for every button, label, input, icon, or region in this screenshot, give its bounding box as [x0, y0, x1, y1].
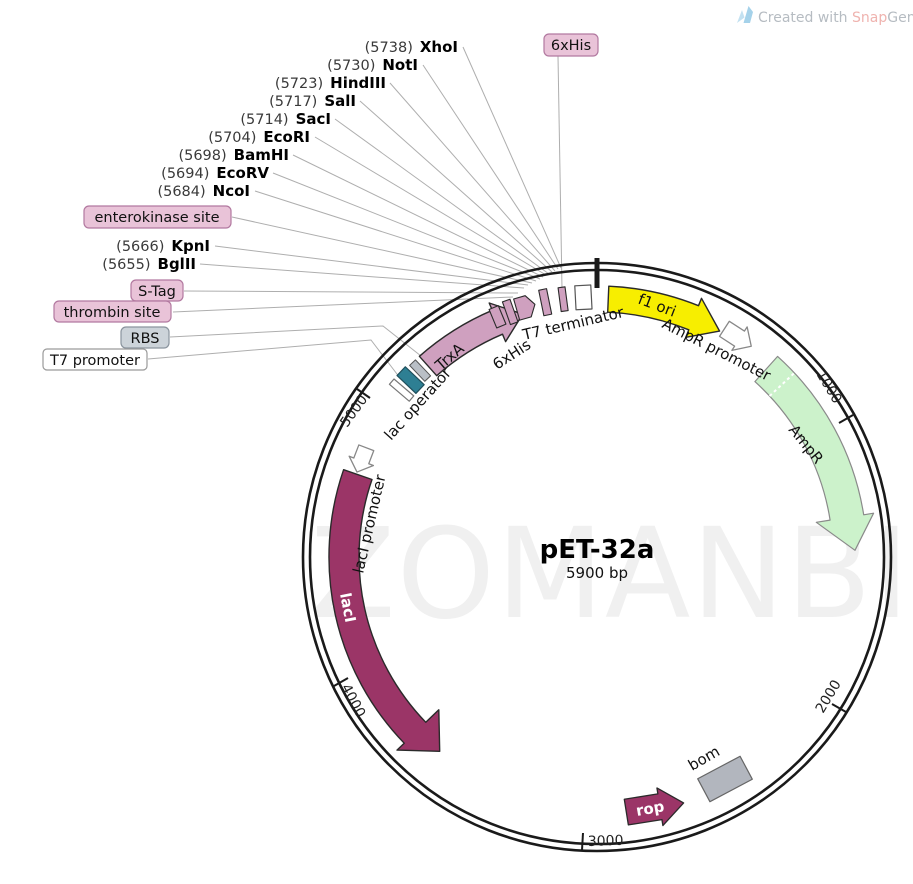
label-rop: rop — [635, 797, 666, 820]
leader-stag — [183, 290, 519, 294]
site-label-sali: (5717) SalI — [269, 92, 356, 110]
leader-hindiii — [389, 82, 556, 272]
site-label-hindiii: (5723) HindIII — [275, 74, 386, 92]
feature-stag-arrow — [513, 295, 536, 321]
feature-his6-inner-box — [488, 305, 507, 329]
plasmid-title-group: pET-32a 5900 bp — [540, 535, 655, 582]
site-label-ecori: (5704) EcoRI — [208, 128, 310, 146]
tick-2000 — [831, 703, 847, 713]
feature-enterokinase-box — [538, 288, 553, 317]
feature-t7-terminator-box — [574, 284, 593, 311]
features — [328, 284, 875, 827]
tick-3000 — [581, 832, 584, 851]
laci-promoter-polygon — [348, 444, 375, 473]
feature-f1-ori-arrow — [607, 285, 721, 338]
feature-his6-top-box — [557, 286, 569, 313]
plasmid-name: pET-32a — [540, 535, 655, 565]
leader-kpni — [214, 245, 529, 286]
leader-bamhi — [292, 154, 544, 278]
rbs-rect — [409, 359, 432, 382]
leader-rbs — [169, 325, 422, 357]
badge-his6-top-label: 6xHis — [551, 38, 591, 54]
badge-rbs: RBS — [120, 326, 170, 349]
leader-enterokinase — [231, 216, 533, 284]
site-label-ncoi: (5684) NcoI — [157, 182, 250, 200]
badge-enterokinase-rect — [83, 205, 232, 229]
tick-label-3000: 3000 — [588, 833, 624, 850]
feature-rbs-box — [409, 359, 432, 382]
lac-operator-rect — [396, 366, 425, 395]
badge-t7-promoter-label: T7 promoter — [49, 353, 140, 369]
tick-4000 — [333, 677, 349, 687]
leader-bglii — [199, 263, 525, 289]
t7-terminator-rect — [574, 284, 593, 311]
badge-thrombin-label: thrombin site — [64, 305, 161, 321]
badge-rbs-rect — [120, 326, 170, 349]
site-label-kpni: (5666) KpnI — [116, 237, 210, 255]
snapgene-logo-icon — [737, 10, 745, 23]
feature-lac-operator-box — [396, 366, 425, 395]
badge-rbs-label: RBS — [131, 331, 160, 347]
tick-5000 — [356, 388, 371, 399]
leader-ecori — [314, 136, 547, 276]
feature-laci-promoter-arrow — [348, 444, 375, 473]
site-label-xhoi: (5738) XhoI — [365, 38, 458, 56]
leader-xhoi — [462, 46, 562, 269]
feature-bom-box — [697, 755, 753, 803]
restriction-site-labels: (5738) XhoI (5730) NotI (5723) HindIII (571… — [102, 38, 458, 273]
badge-thrombin: thrombin site — [53, 300, 172, 323]
enterokinase-rect — [538, 288, 553, 317]
his6-top-rect — [557, 286, 569, 313]
feature-laci-arrow — [328, 469, 441, 752]
site-label-noti: (5730) NotI — [327, 56, 418, 74]
t7-promoter-rect — [388, 378, 415, 402]
feature-ampr-promoter-arrow — [718, 320, 752, 352]
leader-his6-top — [557, 55, 563, 290]
stag-polygon — [513, 295, 536, 321]
feature-ampr-arrow — [754, 355, 875, 551]
badge-s-tag-label: S-Tag — [138, 284, 176, 300]
site-label-bamhi: (5698) BamHI — [178, 146, 289, 164]
badge-thrombin-rect — [53, 300, 172, 323]
rop-polygon — [623, 787, 685, 827]
site-label-ecorv: (5694) EcoRV — [161, 164, 269, 182]
credit-text: Created with SnapGene® — [758, 10, 913, 26]
badge-t7-promoter-rect — [42, 348, 148, 371]
plasmid-backbone — [301, 258, 893, 853]
leader-ecorv — [272, 172, 541, 280]
bom-rect — [697, 755, 753, 803]
label-t7-terminator: T7 terminator — [520, 303, 626, 344]
site-label-bglii: (5655) BglII — [102, 255, 196, 273]
badge-t7-promoter: T7 promoter — [42, 348, 148, 371]
feature-rop-arrow — [623, 787, 685, 827]
badge-enterokinase: enterokinase site — [83, 205, 232, 229]
tag-badges: enterokinase site S-Tag thrombin site RB… — [42, 33, 599, 371]
label-lac-operator: lac operator — [381, 363, 456, 443]
leader-sali — [359, 100, 553, 273]
leader-ncoi — [254, 190, 537, 282]
thrombin-rect — [501, 298, 519, 326]
badge-s-tag: S-Tag — [130, 279, 184, 302]
snapgene-logo-icon-2 — [743, 6, 753, 23]
plasmid-size: 5900 bp — [566, 564, 628, 582]
leader-lines — [147, 46, 563, 379]
snapgene-credit: Created with SnapGene® — [737, 6, 913, 26]
label-laci: lacI — [336, 591, 359, 624]
his6-inner-rect — [488, 305, 507, 329]
ampr-promoter-polygon — [718, 320, 752, 352]
feature-t7-promoter-box — [388, 378, 415, 402]
tick-1000 — [838, 414, 854, 424]
leader-t7-promoter — [147, 339, 401, 379]
badge-enterokinase-label: enterokinase site — [94, 210, 219, 226]
watermark-text: ZOMANBIO — [310, 502, 913, 647]
site-label-saci: (5714) SacI — [240, 110, 331, 128]
badge-his6-top-rect — [543, 33, 599, 57]
badge-his6-top: 6xHis — [543, 33, 599, 57]
feature-thrombin-box — [501, 298, 519, 326]
leader-saci — [334, 118, 550, 275]
leader-noti — [422, 64, 559, 270]
